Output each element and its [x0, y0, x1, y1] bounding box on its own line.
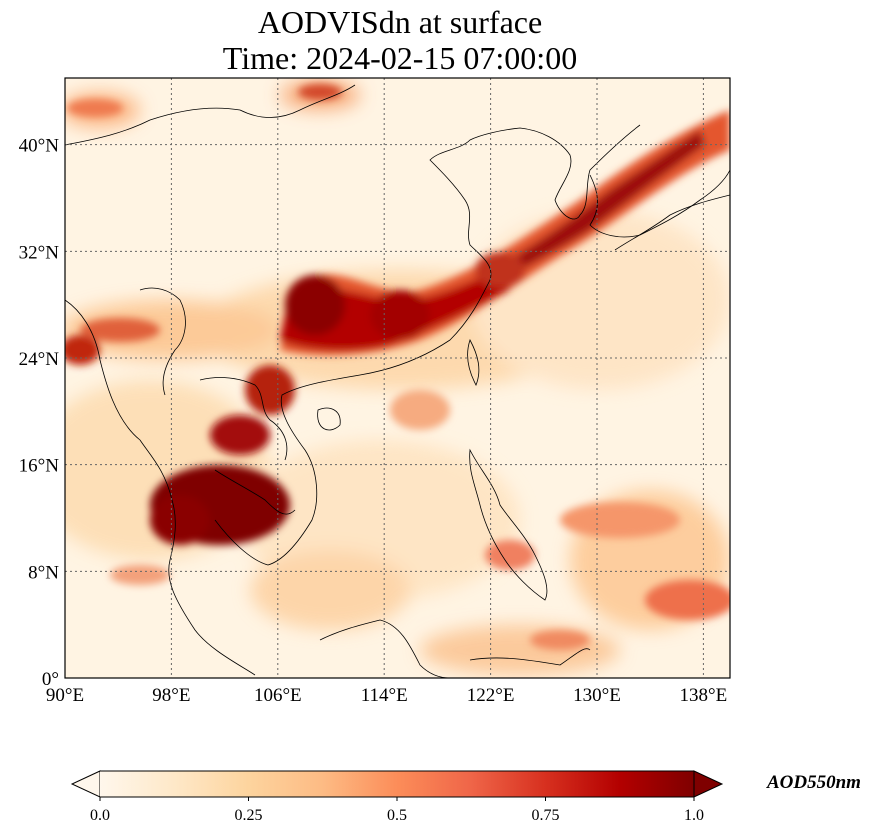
lon-tick-label: 138°E: [680, 685, 728, 706]
coast-borneo: [319, 619, 451, 678]
colorbar-extend-max: [693, 770, 724, 798]
border-mongolia: [65, 84, 356, 146]
colorbar-extend-min: [70, 770, 101, 798]
border-laos: [199, 377, 288, 461]
lat-tick-label: 24°N: [19, 349, 60, 370]
border-cambodia: [214, 469, 296, 515]
map-subtitle-time: Time: 2024-02-15 07:00:00: [222, 40, 578, 76]
longitude-labels: 90°E 98°E 106°E 114°E 122°E 130°E 138°E: [46, 685, 727, 706]
colorbar-ticks: 0.0 0.25 0.5 0.75 1.0: [90, 797, 704, 824]
colorbar: 0.0 0.25 0.5 0.75 1.0 AOD550nm: [70, 770, 861, 824]
map-title: AODVISdn at surface: [257, 4, 543, 40]
gridlines: [65, 78, 730, 678]
lat-tick-label: 0°: [42, 669, 59, 690]
aod-field: [65, 78, 730, 678]
lon-tick-label: 122°E: [467, 685, 515, 706]
colorbar-tick-label: 0.5: [387, 807, 407, 824]
colorbar-label: AOD550nm: [766, 772, 861, 793]
colorbar-tick-label: 0.25: [235, 807, 263, 824]
lat-tick-label: 32°N: [19, 242, 60, 263]
lon-tick-label: 130°E: [573, 685, 621, 706]
coast-philippines: [469, 448, 548, 601]
lat-tick-label: 8°N: [28, 562, 59, 583]
border-myanmar: [139, 287, 186, 396]
lat-tick-label: 16°N: [19, 456, 60, 477]
colorbar-tick-label: 0.75: [532, 807, 560, 824]
coastlines: [65, 84, 730, 678]
lat-tick-label: 40°N: [19, 136, 60, 157]
map-frame: [64, 77, 731, 679]
latitude-labels: 0° 8°N 16°N 24°N 32°N 40°N: [19, 136, 60, 690]
coast-china: [214, 124, 641, 566]
lon-tick-label: 90°E: [46, 685, 84, 706]
coast-hainan: [317, 407, 341, 431]
colorbar-tick-label: 1.0: [684, 807, 704, 824]
lon-tick-label: 114°E: [361, 685, 408, 706]
colorbar-tick-label: 0.0: [90, 807, 110, 824]
lon-tick-label: 106°E: [254, 685, 302, 706]
coast-indochina-west: [65, 299, 256, 676]
colorbar-gradient: [100, 771, 694, 797]
lon-tick-label: 98°E: [152, 685, 190, 706]
coast-sulawesi: [469, 648, 591, 666]
coast-japan-south: [614, 194, 730, 251]
coast-taiwan: [467, 338, 480, 386]
